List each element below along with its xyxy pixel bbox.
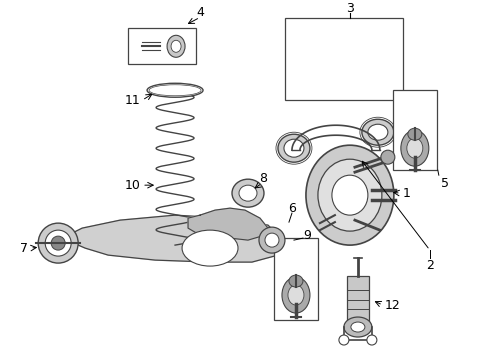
Ellipse shape bbox=[366, 335, 376, 345]
Ellipse shape bbox=[277, 134, 309, 162]
Ellipse shape bbox=[287, 285, 304, 305]
Ellipse shape bbox=[284, 139, 304, 157]
Bar bbox=[392, 90, 436, 170]
Ellipse shape bbox=[259, 227, 285, 253]
Ellipse shape bbox=[406, 138, 422, 158]
Ellipse shape bbox=[367, 124, 387, 140]
Ellipse shape bbox=[147, 83, 203, 97]
Polygon shape bbox=[188, 208, 267, 240]
Ellipse shape bbox=[231, 179, 264, 207]
Ellipse shape bbox=[343, 317, 371, 337]
Ellipse shape bbox=[361, 119, 393, 145]
Ellipse shape bbox=[182, 230, 238, 266]
Polygon shape bbox=[62, 215, 277, 262]
Ellipse shape bbox=[338, 335, 348, 345]
Ellipse shape bbox=[305, 145, 393, 245]
Text: 1: 1 bbox=[402, 186, 410, 200]
Ellipse shape bbox=[317, 159, 381, 231]
Ellipse shape bbox=[288, 275, 303, 287]
Ellipse shape bbox=[171, 40, 181, 52]
Text: 2: 2 bbox=[425, 258, 433, 271]
Text: 10: 10 bbox=[124, 179, 140, 192]
Bar bbox=[128, 28, 196, 64]
Text: 5: 5 bbox=[440, 177, 448, 190]
Text: 4: 4 bbox=[196, 6, 203, 19]
Bar bbox=[346, 276, 368, 323]
Bar bbox=[273, 238, 317, 320]
Ellipse shape bbox=[264, 233, 278, 247]
Ellipse shape bbox=[331, 175, 367, 215]
Ellipse shape bbox=[45, 230, 71, 256]
Text: 11: 11 bbox=[124, 94, 140, 107]
Bar bbox=[285, 18, 402, 100]
Text: 6: 6 bbox=[287, 202, 295, 215]
Ellipse shape bbox=[167, 35, 184, 57]
Ellipse shape bbox=[149, 85, 201, 96]
Text: 12: 12 bbox=[384, 298, 400, 311]
Text: 3: 3 bbox=[345, 2, 353, 15]
Ellipse shape bbox=[380, 150, 394, 164]
Ellipse shape bbox=[282, 277, 309, 313]
Ellipse shape bbox=[38, 223, 78, 263]
Text: 9: 9 bbox=[303, 229, 310, 242]
Ellipse shape bbox=[407, 128, 421, 140]
Ellipse shape bbox=[400, 130, 428, 166]
Ellipse shape bbox=[51, 236, 65, 250]
Text: 8: 8 bbox=[259, 172, 266, 185]
Ellipse shape bbox=[239, 185, 257, 201]
Text: 7: 7 bbox=[20, 242, 28, 255]
Ellipse shape bbox=[350, 322, 364, 332]
